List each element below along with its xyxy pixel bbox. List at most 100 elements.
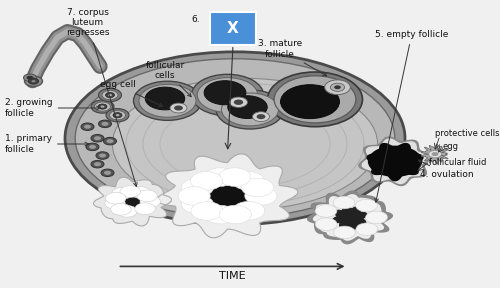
Circle shape — [137, 190, 158, 202]
Circle shape — [334, 226, 355, 239]
Text: 3. mature
follicle: 3. mature follicle — [258, 39, 326, 76]
Text: egg cell: egg cell — [100, 80, 162, 107]
Circle shape — [106, 192, 126, 204]
Circle shape — [106, 139, 114, 143]
Text: TIME: TIME — [219, 272, 246, 281]
Circle shape — [91, 134, 104, 142]
Circle shape — [222, 93, 278, 126]
Circle shape — [108, 94, 112, 96]
Circle shape — [98, 120, 112, 128]
Circle shape — [135, 203, 155, 215]
Circle shape — [96, 152, 109, 159]
Circle shape — [26, 76, 34, 80]
Ellipse shape — [112, 78, 378, 210]
Circle shape — [101, 169, 114, 177]
Circle shape — [280, 85, 340, 119]
Circle shape — [356, 199, 378, 212]
Circle shape — [98, 104, 107, 109]
Circle shape — [106, 109, 129, 122]
Circle shape — [204, 205, 236, 224]
FancyBboxPatch shape — [210, 12, 256, 45]
Circle shape — [112, 187, 132, 199]
Circle shape — [315, 204, 337, 217]
Text: follicular fluid: follicular fluid — [429, 158, 486, 167]
Polygon shape — [94, 177, 172, 226]
Text: 5. empty follicle: 5. empty follicle — [375, 30, 448, 202]
Circle shape — [170, 103, 187, 113]
Circle shape — [130, 187, 150, 198]
Circle shape — [24, 76, 42, 86]
Circle shape — [330, 83, 344, 91]
Circle shape — [191, 202, 223, 220]
Circle shape — [100, 105, 104, 108]
Circle shape — [218, 168, 251, 186]
Circle shape — [181, 178, 214, 197]
Polygon shape — [197, 176, 258, 216]
Circle shape — [256, 114, 266, 119]
Circle shape — [432, 152, 438, 156]
Circle shape — [242, 178, 274, 197]
Circle shape — [91, 100, 114, 113]
Circle shape — [204, 168, 236, 186]
Circle shape — [324, 80, 350, 95]
Circle shape — [106, 92, 114, 98]
Circle shape — [102, 90, 118, 100]
Circle shape — [116, 114, 119, 116]
Circle shape — [146, 87, 184, 110]
Circle shape — [274, 76, 356, 123]
Text: 2. growing
follicle: 2. growing follicle — [5, 98, 100, 118]
Polygon shape — [358, 136, 432, 186]
Circle shape — [89, 145, 96, 149]
Circle shape — [113, 113, 122, 118]
Circle shape — [190, 172, 222, 190]
Circle shape — [140, 196, 160, 207]
Circle shape — [232, 172, 264, 190]
Circle shape — [28, 78, 38, 84]
Circle shape — [94, 136, 101, 140]
Circle shape — [182, 195, 214, 214]
Circle shape — [228, 96, 267, 118]
Circle shape — [334, 85, 341, 89]
Circle shape — [81, 123, 94, 130]
Circle shape — [219, 205, 252, 224]
Circle shape — [333, 196, 355, 209]
Circle shape — [94, 102, 110, 111]
Circle shape — [216, 90, 284, 129]
Circle shape — [234, 100, 243, 105]
Polygon shape — [157, 154, 298, 238]
Circle shape — [232, 201, 265, 220]
Circle shape — [110, 111, 126, 120]
Circle shape — [139, 84, 196, 117]
Circle shape — [24, 74, 36, 82]
Text: X: X — [227, 20, 239, 36]
Polygon shape — [367, 144, 423, 181]
Polygon shape — [117, 191, 148, 212]
Circle shape — [230, 97, 248, 107]
Circle shape — [91, 160, 104, 168]
Text: 6.: 6. — [192, 15, 200, 24]
Circle shape — [117, 205, 138, 217]
Polygon shape — [307, 190, 393, 245]
Circle shape — [102, 122, 108, 126]
Circle shape — [252, 112, 270, 122]
Circle shape — [120, 186, 141, 197]
Circle shape — [98, 88, 122, 102]
Text: follicular
cells: follicular cells — [146, 61, 192, 97]
Polygon shape — [421, 144, 448, 164]
Polygon shape — [362, 139, 428, 183]
Circle shape — [174, 105, 183, 111]
Circle shape — [178, 187, 210, 205]
Circle shape — [110, 203, 131, 215]
Circle shape — [356, 223, 378, 236]
Circle shape — [368, 146, 422, 177]
Circle shape — [428, 150, 442, 158]
Circle shape — [84, 125, 91, 129]
Circle shape — [198, 78, 258, 112]
Circle shape — [134, 81, 202, 120]
Circle shape — [105, 197, 125, 209]
Polygon shape — [333, 206, 367, 229]
Circle shape — [204, 81, 246, 105]
Text: 4. ovulation: 4. ovulation — [418, 160, 474, 179]
Text: 7. corpus
luteum
regresses: 7. corpus luteum regresses — [66, 8, 137, 186]
Text: protective cells: protective cells — [435, 129, 500, 139]
